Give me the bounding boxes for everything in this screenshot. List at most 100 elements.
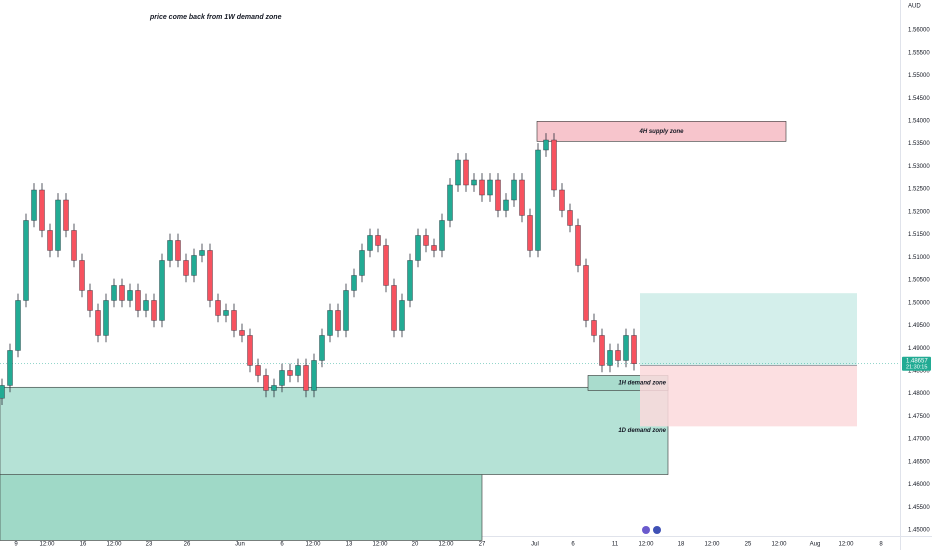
candle-body	[415, 235, 421, 261]
x-tick-label: 8	[879, 542, 883, 548]
candle-body	[479, 179, 485, 196]
zone	[0, 386, 669, 475]
candle-body	[615, 350, 621, 361]
candle-body	[631, 335, 637, 364]
candle-body	[127, 290, 133, 301]
candle-body	[255, 365, 261, 376]
candle-body	[143, 300, 149, 311]
candle-body	[567, 210, 573, 226]
x-tick-label: 25	[745, 542, 752, 548]
candle-body	[471, 179, 477, 186]
x-tick-label: 12:00	[305, 542, 321, 548]
last-price-label: 1.48657	[906, 358, 928, 364]
candle-body	[503, 199, 509, 211]
y-tick-label: 1.45000	[908, 528, 930, 534]
candle-body	[607, 350, 613, 366]
candle-body	[223, 310, 229, 316]
x-tick-label: Jun	[235, 542, 245, 548]
candle-body	[439, 220, 445, 251]
candle-body	[215, 300, 221, 316]
currency: AUD	[908, 4, 921, 10]
stop-area	[640, 365, 857, 427]
x-tick-label: 20	[412, 542, 419, 548]
candle-body	[207, 250, 213, 301]
candle-body	[239, 330, 245, 336]
candle-body	[39, 189, 45, 231]
y-tick-label: 1.48000	[908, 391, 930, 397]
x-tick-label: Aug	[810, 542, 821, 548]
candle-body	[119, 285, 125, 301]
x-tick-label: 12:00	[106, 542, 122, 548]
candle-body	[391, 285, 397, 331]
candle-body	[135, 290, 141, 311]
candle-body	[87, 290, 93, 311]
y-tick-label: 1.51000	[908, 255, 930, 261]
candle-body	[231, 310, 237, 331]
candle-body	[151, 300, 157, 321]
y-tick-label: 1.48500	[908, 368, 930, 374]
y-tick-label: 1.46000	[908, 482, 930, 488]
chart-title: price come back from 1W demand zone	[149, 14, 282, 21]
candle-body	[167, 240, 173, 261]
zone-label: 1H demand zone	[618, 381, 666, 387]
candle-body	[71, 230, 77, 261]
candle-body	[295, 365, 301, 376]
y-tick-label: 1.53000	[908, 164, 930, 170]
x-tick-label: 26	[184, 542, 191, 548]
candle-body	[287, 370, 293, 376]
candle-body	[303, 365, 309, 391]
candle-body	[103, 300, 109, 336]
candle-body	[271, 385, 277, 391]
candle-body	[55, 199, 61, 251]
candle-body	[95, 310, 101, 336]
candle-body	[455, 159, 461, 186]
candle-body	[15, 300, 21, 351]
candle-body	[559, 189, 565, 211]
x-tick-label: 12:00	[39, 542, 55, 548]
candle-body	[247, 335, 253, 366]
candle-body	[511, 179, 517, 201]
candle-body	[7, 350, 13, 386]
candle-body	[199, 250, 205, 256]
candle-body	[399, 300, 405, 331]
candle-body	[591, 320, 597, 336]
candle-body	[383, 245, 389, 286]
y-tick-label: 1.54000	[908, 118, 930, 124]
x-tick-label: 12:00	[372, 542, 388, 548]
candle-body	[359, 250, 365, 276]
candle-body	[519, 179, 525, 216]
candle-body	[367, 235, 373, 251]
candle-body	[351, 275, 357, 291]
candle-body	[447, 184, 453, 221]
y-tick-label: 1.46500	[908, 459, 930, 465]
candle-body	[527, 215, 533, 251]
x-tick-label: 6	[280, 542, 284, 548]
candle-body	[343, 290, 349, 331]
candle-body	[463, 159, 469, 186]
x-tick-label: 13	[346, 542, 353, 548]
candle-body	[535, 149, 541, 251]
y-tick-label: 1.50500	[908, 278, 930, 284]
y-tick-label: 1.47000	[908, 437, 930, 443]
x-tick-label: 12:00	[704, 542, 720, 548]
y-tick-label: 1.53500	[908, 141, 930, 147]
candle-body	[63, 199, 69, 231]
candle-body	[159, 260, 165, 321]
countdown-label: 21:30:15	[906, 365, 927, 371]
x-tick-label: 9	[14, 542, 18, 548]
candle-body	[575, 225, 581, 266]
x-tick-label: 16	[80, 542, 87, 548]
zone-label: 1D demand zone	[618, 428, 666, 434]
candle-body	[423, 235, 429, 246]
y-tick-label: 1.47500	[908, 414, 930, 420]
candle-body	[263, 375, 269, 391]
candle-body	[407, 260, 413, 301]
candle-body	[495, 179, 501, 211]
candle-body	[31, 189, 37, 221]
candle-body	[335, 310, 341, 331]
y-tick-label: 1.55000	[908, 73, 930, 79]
y-tick-label: 1.51500	[908, 232, 930, 238]
x-tick-label: 12:00	[638, 542, 654, 548]
